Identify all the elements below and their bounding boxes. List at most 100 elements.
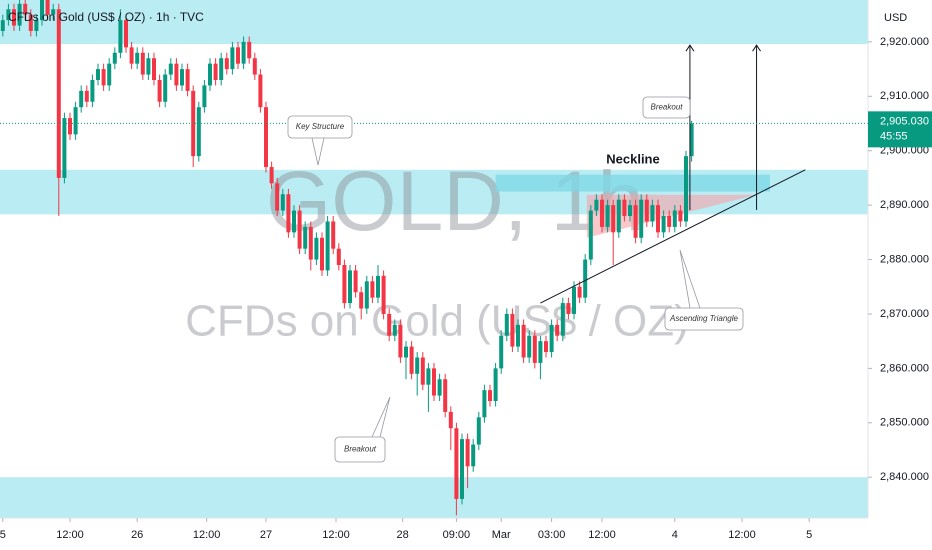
y-tick-label: 2,910.000 <box>880 90 929 102</box>
x-tick-label: 03:00 <box>538 529 566 541</box>
neckline-label: Neckline <box>606 151 659 166</box>
candle-body <box>493 368 498 402</box>
candle-body <box>308 226 313 260</box>
x-tick-label: 28 <box>397 529 409 541</box>
candle-body <box>544 341 548 353</box>
candle-body <box>34 20 39 32</box>
candle-body <box>152 58 156 80</box>
candle-body <box>168 63 173 75</box>
candle-body <box>202 85 207 108</box>
candle-body <box>236 47 240 64</box>
candle-body <box>62 118 67 178</box>
candle-body <box>292 210 296 233</box>
candle-body <box>331 221 336 249</box>
candle-body <box>325 221 330 271</box>
candle-body <box>135 52 140 64</box>
x-tick-label: 4 <box>672 529 678 541</box>
arrow-head <box>685 44 695 52</box>
candle-body <box>185 69 190 91</box>
candle-body <box>146 58 151 75</box>
last-price-label: 2,905.030 <box>880 115 929 127</box>
candle-body <box>460 439 464 499</box>
candle-body <box>320 237 324 271</box>
candle-body <box>348 270 352 304</box>
candle-body <box>611 205 616 233</box>
candle-body <box>68 118 72 135</box>
candle-body <box>420 357 425 385</box>
candle-body <box>40 0 44 21</box>
candle-body <box>219 58 224 80</box>
candle-body <box>79 90 84 108</box>
callout-box <box>664 307 744 331</box>
candle-body <box>370 281 375 298</box>
candle-body <box>213 63 218 80</box>
candle-body <box>191 90 196 157</box>
candle-body <box>527 335 532 358</box>
callout-text: Breakout <box>344 445 377 454</box>
candle-body <box>73 107 78 135</box>
candle-body <box>286 194 291 233</box>
candle-body <box>532 335 537 363</box>
x-tick-label: 12:00 <box>728 529 756 541</box>
candle-body <box>616 199 621 233</box>
candle-body <box>140 52 145 75</box>
candle-body <box>336 248 341 265</box>
candle-body <box>118 20 123 53</box>
candle-body <box>364 281 369 309</box>
candle-body <box>387 313 392 336</box>
candle-body <box>650 205 655 222</box>
x-tick-label: 5 <box>806 529 812 541</box>
callout-pointer <box>371 396 391 438</box>
y-tick-label: 2,860.000 <box>880 362 929 374</box>
candle-body <box>163 74 168 102</box>
candle-body <box>392 324 397 336</box>
candle-body <box>17 3 22 26</box>
candle-body <box>667 216 672 227</box>
candle-body <box>404 346 408 358</box>
candle-body <box>482 390 487 418</box>
candle-body <box>297 210 302 249</box>
candle-body <box>303 226 308 249</box>
y-tick-label: 2,870.000 <box>880 308 929 320</box>
candle-body <box>633 205 638 238</box>
candle-body <box>96 69 100 80</box>
candle-body <box>443 379 448 412</box>
candle-body <box>672 210 677 227</box>
candle-body <box>359 292 364 309</box>
y-tick-label: 2,920.000 <box>880 36 929 48</box>
candle-body <box>0 20 5 32</box>
candle-body <box>56 9 61 178</box>
candle-body <box>275 183 280 211</box>
chart-header: CFDs on Gold (US$ / OZ) · 1h · TVC <box>8 10 204 24</box>
candle-body <box>180 69 184 86</box>
trendline <box>540 169 806 304</box>
callout-box <box>642 96 691 119</box>
candle-body <box>112 52 117 64</box>
candle-body <box>6 9 11 21</box>
callout-box <box>334 436 386 463</box>
candle-body <box>583 259 588 298</box>
candle-body <box>280 194 285 211</box>
candle-body <box>230 47 235 70</box>
zone <box>0 0 868 45</box>
candle-body <box>465 439 470 467</box>
candle-body <box>504 313 509 336</box>
candle-body <box>516 324 520 347</box>
x-tick-label: 12:00 <box>322 529 350 541</box>
candle-body <box>157 79 162 102</box>
candle-body <box>107 63 112 86</box>
candle-body <box>594 199 599 211</box>
candle-body <box>566 303 571 314</box>
y-tick-label: 2,840.000 <box>880 471 929 483</box>
candle-body <box>471 444 476 467</box>
candle-body <box>28 14 33 32</box>
candle-body <box>476 417 481 445</box>
candle-body <box>264 107 268 168</box>
y-tick-label: 2,900.000 <box>880 145 929 157</box>
candle-body <box>426 368 431 385</box>
candle-body <box>689 123 694 157</box>
candle-body <box>353 270 358 293</box>
candle-body <box>381 275 386 314</box>
candle-body <box>572 286 576 314</box>
